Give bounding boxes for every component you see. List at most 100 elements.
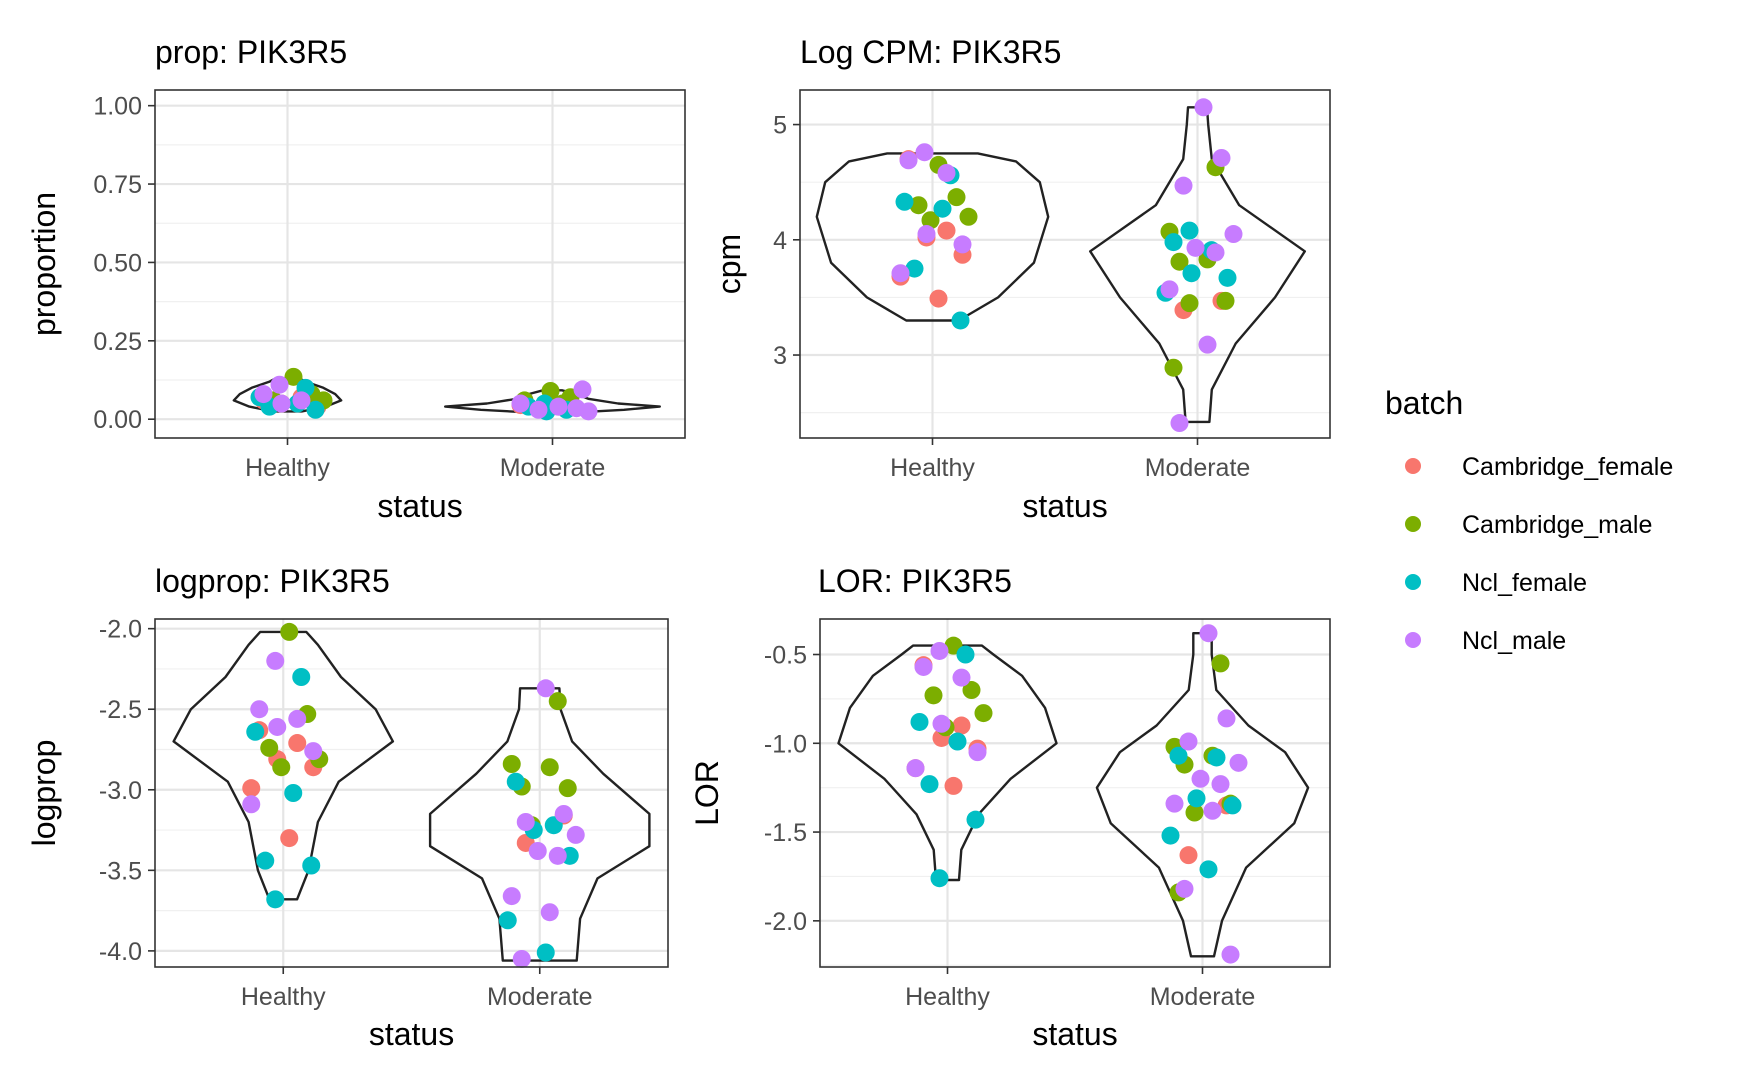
- data-point: [891, 264, 910, 283]
- data-point: [1179, 846, 1198, 865]
- data-point: [270, 375, 289, 394]
- data-point: [304, 742, 323, 761]
- data-point: [917, 225, 936, 244]
- legend-entry-ncl-female: Ncl_female: [1405, 569, 1587, 597]
- data-point: [529, 400, 548, 419]
- x-tick-label: Moderate: [487, 983, 593, 1011]
- data-point: [1187, 789, 1206, 808]
- panel-background: [820, 619, 1330, 967]
- chart-panel: -4.0 -3.5 -3.0 -2.5 -2.0 Healthy Moderate logpr…: [26, 563, 669, 1052]
- x-axis-title: status: [1022, 488, 1107, 524]
- data-point: [1198, 335, 1217, 354]
- data-point: [280, 829, 299, 848]
- data-point: [951, 311, 970, 330]
- data-point: [250, 700, 269, 719]
- y-tick-label: 3: [773, 342, 787, 370]
- data-point: [511, 394, 530, 413]
- panel-title: prop: PIK3R5: [155, 34, 347, 70]
- data-point: [536, 943, 555, 962]
- data-point: [536, 679, 555, 698]
- legend-entry-cambridge-male: Cambridge_male: [1405, 511, 1652, 539]
- data-point: [272, 394, 291, 413]
- y-axis-title: proportion: [26, 192, 62, 336]
- y-tick-label: 0.75: [93, 171, 142, 199]
- legend-entry-ncl-male: Ncl_male: [1405, 627, 1566, 655]
- data-point: [284, 784, 303, 802]
- data-point: [1170, 252, 1189, 271]
- data-point: [266, 890, 285, 909]
- data-point: [280, 622, 299, 641]
- data-point: [256, 851, 275, 870]
- data-point: [1221, 945, 1240, 964]
- data-point: [944, 776, 963, 795]
- data-point: [292, 391, 311, 410]
- y-axis-title: cpm: [711, 234, 747, 294]
- chart-panel: -2.0 -1.5 -1.0 -0.5 Healthy Moderate LOR: PIK3…: [689, 563, 1331, 1052]
- x-tick-label: Healthy: [241, 983, 326, 1011]
- data-point: [566, 825, 585, 844]
- data-point: [1216, 291, 1235, 310]
- data-point: [1169, 746, 1188, 765]
- data-point: [573, 380, 592, 399]
- violin-healthy: [172, 630, 395, 901]
- panel-title: Log CPM: PIK3R5: [800, 34, 1061, 70]
- panel-background: [155, 90, 685, 438]
- data-point: [1229, 753, 1248, 772]
- data-point: [1165, 794, 1184, 813]
- data-point: [1199, 860, 1218, 879]
- data-point: [929, 289, 948, 308]
- data-point: [1186, 238, 1205, 257]
- data-point: [968, 743, 987, 762]
- y-tick-label: 0.00: [93, 406, 142, 434]
- violin-moderate: [428, 687, 651, 962]
- data-point: [905, 259, 924, 278]
- data-point: [246, 722, 265, 741]
- data-point: [1203, 801, 1222, 820]
- data-point: [506, 772, 525, 791]
- data-point: [548, 846, 567, 865]
- data-point: [1170, 414, 1189, 433]
- chart-panel: 3 4 5 Healthy Moderate Log CPM: PIK3R5 status c…: [711, 34, 1331, 524]
- y-axis-title: logprop: [26, 740, 62, 847]
- data-point: [242, 795, 261, 814]
- data-point: [1211, 654, 1230, 673]
- data-point: [540, 758, 559, 777]
- data-point: [558, 779, 577, 798]
- data-point: [1180, 294, 1199, 313]
- data-point: [906, 759, 925, 778]
- data-point: [962, 681, 981, 700]
- data-point: [1161, 826, 1180, 845]
- y-tick-label: -3.0: [99, 777, 142, 805]
- data-point: [1206, 243, 1225, 262]
- data-point: [937, 163, 956, 182]
- panel-title: LOR: PIK3R5: [818, 563, 1012, 599]
- chart-panel: 0.00 0.25 0.50 0.75 1.00 Healthy Moderate prop:…: [26, 34, 686, 524]
- data-point: [924, 686, 943, 705]
- data-point: [966, 810, 985, 829]
- data-point: [1164, 233, 1183, 252]
- panel-border: [154, 89, 686, 439]
- data-point: [947, 188, 966, 207]
- data-point: [1160, 280, 1179, 299]
- x-tick-label: Moderate: [1145, 454, 1251, 482]
- x-axis-title: status: [377, 488, 462, 524]
- data-point: [268, 717, 287, 736]
- data-point: [1185, 803, 1204, 822]
- data-point: [953, 235, 972, 254]
- legend-entry-cambridge-female: Cambridge_female: [1405, 453, 1673, 481]
- data-point: [516, 813, 535, 831]
- data-point: [1217, 709, 1236, 728]
- violin-healthy: [837, 644, 1058, 882]
- data-point: [554, 804, 573, 823]
- panel-border: [154, 618, 669, 968]
- y-tick-label: 1.00: [93, 93, 142, 121]
- panel-border: [819, 618, 1331, 968]
- data-point: [932, 714, 951, 733]
- data-point: [1207, 748, 1226, 767]
- panel-title: logprop: PIK3R5: [155, 563, 390, 599]
- legend: batch Cambridge_female Cambridge_male Nc…: [1385, 385, 1673, 655]
- data-point: [284, 367, 303, 386]
- data-point: [1191, 769, 1210, 788]
- data-point: [910, 712, 929, 731]
- data-point: [909, 196, 928, 215]
